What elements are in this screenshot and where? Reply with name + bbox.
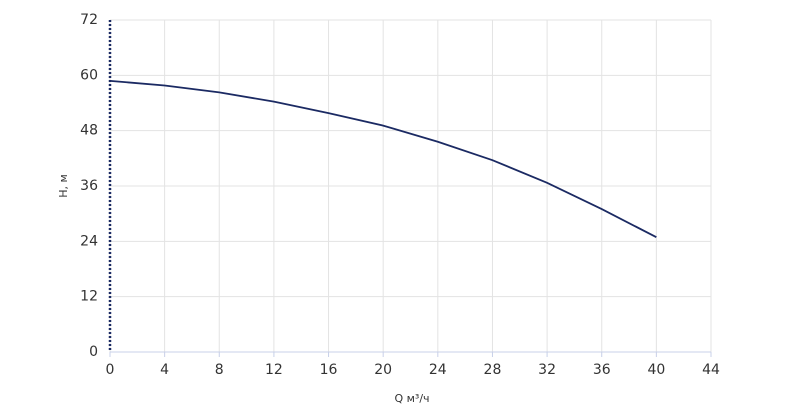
x-tick-label: 4 <box>160 362 169 378</box>
y-axis-label: H, м <box>57 174 70 198</box>
x-tick-label: 0 <box>106 362 115 378</box>
y-tick-label: 0 <box>89 344 98 360</box>
y-tick-label: 36 <box>80 178 98 194</box>
x-tick-label: 12 <box>265 362 283 378</box>
y-tick-label: 48 <box>80 123 98 139</box>
x-tick-label: 8 <box>215 362 224 378</box>
y-tick-label: 72 <box>80 12 98 28</box>
y-tick-label: 12 <box>80 289 98 305</box>
x-tick-label: 24 <box>429 362 447 378</box>
x-tick-label: 44 <box>702 362 720 378</box>
x-tick-label: 16 <box>320 362 338 378</box>
x-tick-label: 20 <box>374 362 392 378</box>
line-series <box>109 79 657 238</box>
x-tick-label: 40 <box>647 362 665 378</box>
x-axis-label: Q м³/ч <box>394 392 429 405</box>
y-tick-label: 24 <box>80 233 98 249</box>
y-tick-label: 60 <box>80 67 98 83</box>
x-tick-label: 36 <box>593 362 611 378</box>
x-tick-label: 32 <box>538 362 556 378</box>
x-tick-label: 28 <box>484 362 502 378</box>
